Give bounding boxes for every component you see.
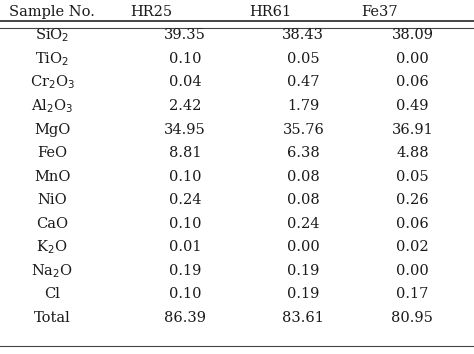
Text: Al$_2$O$_3$: Al$_2$O$_3$ [31, 97, 73, 115]
Text: 1.79: 1.79 [287, 99, 319, 113]
Text: 0.10: 0.10 [169, 52, 201, 66]
Text: 0.49: 0.49 [396, 99, 428, 113]
Text: 0.00: 0.00 [396, 264, 429, 278]
Text: NiO: NiO [37, 193, 67, 207]
Text: MgO: MgO [34, 122, 70, 137]
Text: 0.24: 0.24 [169, 193, 201, 207]
Text: 38.43: 38.43 [283, 28, 324, 42]
Text: 0.05: 0.05 [287, 52, 319, 66]
Text: 0.17: 0.17 [396, 287, 428, 301]
Text: TiO$_2$: TiO$_2$ [35, 50, 69, 68]
Text: SiO$_2$: SiO$_2$ [35, 27, 69, 44]
Text: FeO: FeO [37, 146, 67, 160]
Text: 0.06: 0.06 [396, 217, 429, 231]
Text: 0.10: 0.10 [169, 217, 201, 231]
Text: 35.76: 35.76 [283, 122, 324, 137]
Text: 8.81: 8.81 [169, 146, 201, 160]
Text: 0.19: 0.19 [287, 264, 319, 278]
Text: MnO: MnO [34, 170, 71, 184]
Text: 2.42: 2.42 [169, 99, 201, 113]
Text: 0.00: 0.00 [287, 240, 320, 254]
Text: CaO: CaO [36, 217, 68, 231]
Text: 0.10: 0.10 [169, 287, 201, 301]
Text: 80.95: 80.95 [392, 311, 433, 325]
Text: 0.01: 0.01 [169, 240, 201, 254]
Text: 0.10: 0.10 [169, 170, 201, 184]
Text: Cl: Cl [44, 287, 60, 301]
Text: 6.38: 6.38 [287, 146, 320, 160]
Text: HR61: HR61 [249, 5, 291, 19]
Text: 4.88: 4.88 [396, 146, 428, 160]
Text: K$_2$O: K$_2$O [36, 239, 68, 256]
Text: 0.26: 0.26 [396, 193, 428, 207]
Text: 0.19: 0.19 [169, 264, 201, 278]
Text: 34.95: 34.95 [164, 122, 206, 137]
Text: 0.08: 0.08 [287, 170, 320, 184]
Text: Fe37: Fe37 [361, 5, 398, 19]
Text: 86.39: 86.39 [164, 311, 206, 325]
Text: 0.05: 0.05 [396, 170, 428, 184]
Text: 0.00: 0.00 [396, 52, 429, 66]
Text: 0.04: 0.04 [169, 75, 201, 90]
Text: 0.08: 0.08 [287, 193, 320, 207]
Text: 0.47: 0.47 [287, 75, 319, 90]
Text: 36.91: 36.91 [392, 122, 433, 137]
Text: Total: Total [34, 311, 71, 325]
Text: 0.06: 0.06 [396, 75, 429, 90]
Text: Cr$_2$O$_3$: Cr$_2$O$_3$ [29, 74, 75, 91]
Text: 0.19: 0.19 [287, 287, 319, 301]
Text: 38.09: 38.09 [392, 28, 433, 42]
Text: 0.02: 0.02 [396, 240, 428, 254]
Text: 39.35: 39.35 [164, 28, 206, 42]
Text: Sample No.: Sample No. [9, 5, 95, 19]
Text: 83.61: 83.61 [283, 311, 324, 325]
Text: Na$_2$O: Na$_2$O [31, 262, 73, 280]
Text: HR25: HR25 [131, 5, 173, 19]
Text: 0.24: 0.24 [287, 217, 319, 231]
